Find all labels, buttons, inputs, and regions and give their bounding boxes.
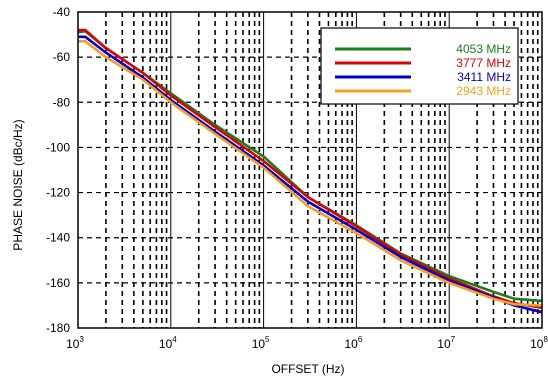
- y-tick-label: -180: [46, 321, 70, 335]
- legend-label: 2943 MHz: [456, 84, 511, 98]
- y-tick-label: -160: [46, 276, 70, 290]
- legend-label: 4053 MHz: [456, 42, 511, 56]
- y-axis-label: PHASE NOISE (dBc/Hz): [11, 119, 25, 250]
- x-tick-label: 105: [252, 335, 270, 351]
- y-tick-label: -120: [46, 186, 70, 200]
- x-tick-label: 107: [437, 335, 455, 351]
- x-tick-labels: 103 104 105 106 107 108: [66, 335, 548, 351]
- legend-label: 3777 MHz: [456, 56, 511, 70]
- x-tick-label: 108: [530, 335, 548, 351]
- y-tick-label: -60: [53, 50, 71, 64]
- y-tick-labels: -40 -60 -80 -100 -120 -140 -160 -180: [46, 5, 70, 335]
- x-axis-label: OFFSET (Hz): [271, 362, 344, 376]
- y-tick-label: -100: [46, 140, 70, 154]
- x-tick-label: 104: [159, 335, 177, 351]
- x-tick-label: 103: [66, 335, 84, 351]
- x-tick-label: 106: [344, 335, 362, 351]
- y-tick-label: -140: [46, 231, 70, 245]
- y-tick-label: -80: [53, 95, 71, 109]
- y-tick-label: -40: [53, 5, 71, 19]
- legend-label: 3411 MHz: [457, 70, 511, 84]
